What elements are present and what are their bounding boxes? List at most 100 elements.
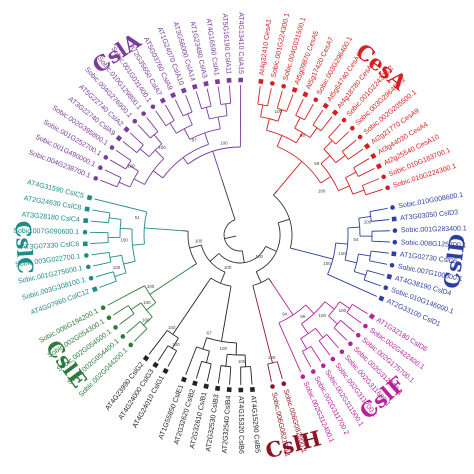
branch — [119, 313, 135, 325]
leaf-label: Sobic.008G125700.1 — [401, 239, 467, 249]
branch — [371, 240, 390, 243]
clade-name-cslh: CslH — [263, 425, 324, 463]
backbone-branch — [273, 190, 278, 196]
backbone-branch — [252, 285, 255, 292]
branch — [371, 219, 390, 222]
sorghum-marker-icon — [93, 176, 99, 181]
branch — [128, 164, 139, 172]
leaf-label: AT4G15320 CslB6 — [237, 396, 244, 454]
branch — [93, 261, 111, 267]
bootstrap-value: 100 — [318, 189, 326, 194]
clade-stem — [271, 283, 294, 316]
branch — [123, 260, 136, 265]
sorghum-marker-icon — [389, 263, 395, 268]
clade-stem — [253, 291, 273, 364]
leaf-label: AT2G24630 CslC8 — [23, 195, 82, 212]
branch — [363, 279, 382, 287]
sorghum-marker-icon — [88, 275, 94, 281]
arabidopsis-marker-icon — [386, 273, 393, 280]
branch — [185, 346, 198, 376]
branch — [107, 285, 145, 306]
branch — [300, 338, 308, 350]
branch — [217, 365, 222, 384]
branch-arc — [139, 321, 148, 329]
branch — [228, 85, 232, 104]
sorghum-marker-icon — [128, 342, 134, 348]
branch — [146, 302, 157, 311]
bootstrap-value: 100 — [364, 220, 372, 225]
branch — [295, 98, 304, 116]
sorghum-marker-icon — [350, 125, 355, 131]
branch — [206, 88, 212, 107]
branch — [295, 132, 303, 144]
leaf-label: AT4G24010 CslG1 — [132, 375, 166, 430]
leaf-label: AT4G16590 CslA1 — [204, 18, 219, 76]
sorghum-marker-icon — [392, 239, 398, 245]
branch-arc — [201, 360, 212, 365]
branch — [320, 176, 332, 184]
branch — [90, 242, 109, 245]
branch — [130, 302, 142, 311]
bootstrap-value: 100 — [318, 313, 326, 318]
sorghum-marker-icon — [385, 185, 390, 191]
branch — [277, 109, 283, 122]
branch — [352, 303, 368, 315]
arabidopsis-marker-icon — [180, 376, 187, 383]
arabidopsis-marker-icon — [159, 97, 166, 104]
branch — [115, 150, 132, 161]
branch — [155, 110, 167, 127]
backbone-branch — [268, 278, 273, 284]
leaf-label: At4g32410 CesA1 — [259, 19, 274, 76]
backbone-branch — [191, 263, 197, 268]
branch — [310, 346, 321, 362]
clade-stem — [220, 292, 231, 342]
branch — [137, 124, 151, 139]
branch — [370, 250, 389, 254]
arabidopsis-marker-icon — [162, 367, 169, 375]
arabidopsis-marker-icon — [226, 387, 232, 393]
branch — [362, 178, 380, 186]
branch — [205, 350, 210, 363]
branch — [323, 140, 333, 150]
sorghum-marker-icon — [381, 174, 386, 180]
branch-arc — [266, 129, 297, 144]
arabidopsis-marker-icon — [86, 194, 93, 201]
clade-stem — [172, 282, 208, 335]
arabidopsis-marker-icon — [238, 387, 244, 393]
sorghum-marker-icon — [339, 349, 345, 355]
bootstrap-value: 100 — [142, 318, 150, 323]
branch-arc — [302, 345, 312, 352]
leaf-label: AT3G07330 CslC6 — [21, 241, 80, 251]
arabidopsis-marker-icon — [258, 78, 264, 85]
branch-arc — [125, 160, 132, 170]
branch — [100, 179, 118, 188]
branch — [154, 149, 165, 159]
clade-stem — [212, 151, 223, 180]
branch — [90, 220, 109, 224]
arabidopsis-marker-icon — [331, 109, 339, 116]
branch — [104, 169, 122, 179]
branch — [315, 328, 324, 338]
branch — [320, 155, 331, 164]
branch — [164, 104, 175, 121]
arabidopsis-marker-icon — [83, 218, 89, 224]
branch-arc — [116, 177, 122, 187]
bootstrap-value: 100 — [238, 359, 246, 364]
arabidopsis-marker-icon — [123, 126, 130, 133]
sorghum-marker-icon — [357, 134, 363, 140]
branch — [244, 354, 247, 367]
root-bootstrap-value: 100 — [195, 238, 203, 243]
arabidopsis-marker-icon — [84, 206, 90, 212]
branch-arc — [353, 167, 359, 177]
bootstrap-value: 100 — [158, 145, 166, 150]
branch-arc — [323, 148, 337, 163]
leaf-label: AT3G03050 CslD3 — [400, 209, 459, 222]
bootstrap-value: 100 — [338, 251, 346, 256]
leaf-label: Sobic.007G090600.1 — [13, 228, 79, 236]
branch — [327, 273, 378, 297]
branch-arc — [220, 365, 231, 368]
arabidopsis-marker-icon — [363, 143, 371, 150]
backbone-branch — [290, 247, 297, 250]
branch — [182, 157, 189, 165]
